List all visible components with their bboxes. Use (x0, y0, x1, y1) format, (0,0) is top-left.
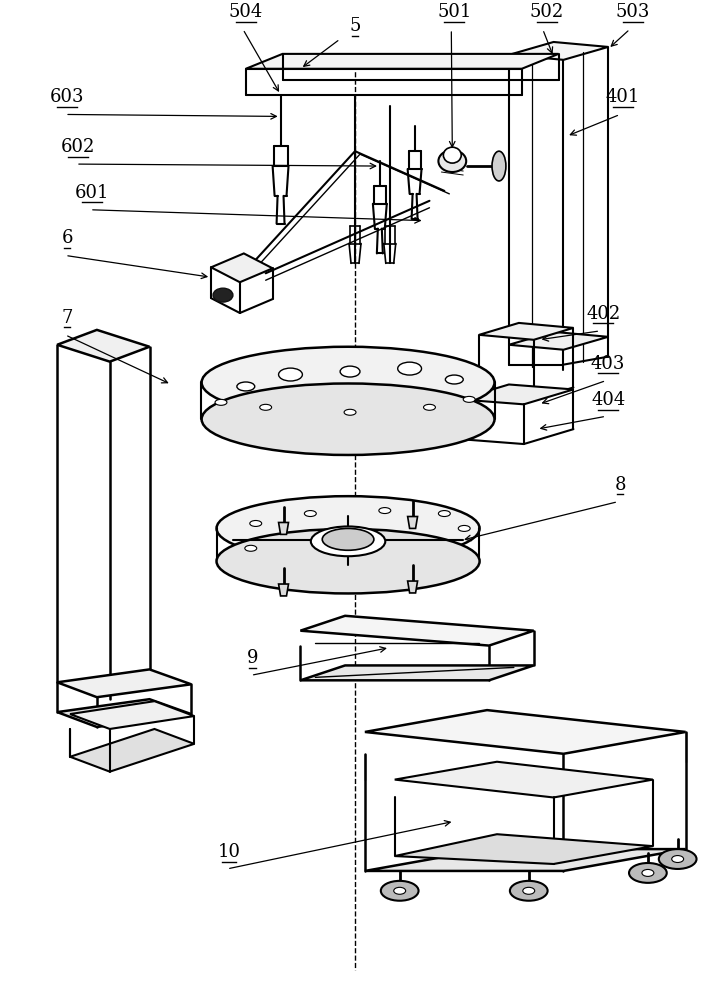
Ellipse shape (216, 529, 480, 593)
Text: 7: 7 (61, 309, 73, 327)
Polygon shape (278, 522, 288, 534)
Polygon shape (459, 384, 573, 404)
Ellipse shape (423, 404, 436, 410)
Polygon shape (509, 332, 608, 350)
Text: 402: 402 (586, 305, 620, 323)
Text: 9: 9 (247, 649, 258, 667)
Text: 601: 601 (75, 184, 109, 202)
Polygon shape (479, 323, 573, 340)
Ellipse shape (672, 856, 683, 862)
Ellipse shape (393, 887, 406, 894)
Text: 6: 6 (61, 229, 73, 247)
Ellipse shape (216, 496, 480, 561)
Text: 10: 10 (218, 843, 241, 861)
Text: 504: 504 (228, 3, 263, 21)
Polygon shape (301, 616, 533, 646)
Polygon shape (211, 253, 273, 282)
Polygon shape (278, 584, 288, 596)
Ellipse shape (438, 511, 451, 517)
Polygon shape (70, 729, 194, 772)
Ellipse shape (492, 151, 506, 181)
Ellipse shape (237, 382, 255, 391)
Ellipse shape (344, 409, 356, 415)
Ellipse shape (201, 383, 495, 455)
Ellipse shape (201, 347, 495, 418)
Ellipse shape (443, 147, 461, 163)
Text: 404: 404 (591, 391, 625, 409)
Polygon shape (301, 665, 533, 680)
Text: 502: 502 (530, 3, 564, 21)
Polygon shape (246, 54, 558, 69)
Ellipse shape (446, 375, 463, 384)
Ellipse shape (278, 368, 303, 381)
Ellipse shape (398, 362, 421, 375)
Text: 602: 602 (61, 138, 95, 156)
Ellipse shape (629, 863, 667, 883)
Ellipse shape (322, 528, 374, 550)
Polygon shape (57, 669, 191, 697)
Ellipse shape (438, 150, 466, 172)
Ellipse shape (213, 288, 233, 302)
Ellipse shape (215, 399, 227, 405)
Polygon shape (395, 834, 653, 864)
Ellipse shape (381, 881, 418, 901)
Polygon shape (70, 701, 194, 729)
Ellipse shape (510, 881, 548, 901)
Polygon shape (57, 699, 191, 727)
Polygon shape (365, 849, 685, 871)
Ellipse shape (659, 849, 697, 869)
Ellipse shape (523, 887, 535, 894)
Ellipse shape (245, 545, 257, 551)
Text: 603: 603 (50, 88, 84, 106)
Text: 401: 401 (606, 88, 640, 106)
Text: 8: 8 (614, 476, 626, 494)
Polygon shape (365, 710, 685, 754)
Text: 501: 501 (437, 3, 471, 21)
Ellipse shape (311, 526, 386, 556)
Text: 403: 403 (591, 355, 625, 373)
Ellipse shape (642, 869, 654, 876)
Ellipse shape (458, 525, 471, 531)
Ellipse shape (304, 511, 316, 517)
Ellipse shape (260, 404, 271, 410)
Ellipse shape (250, 520, 262, 526)
Polygon shape (509, 42, 608, 60)
Polygon shape (408, 581, 418, 593)
Polygon shape (408, 517, 418, 528)
Ellipse shape (463, 396, 475, 402)
Polygon shape (57, 330, 149, 362)
Text: 5: 5 (349, 17, 361, 35)
Ellipse shape (379, 508, 391, 514)
Ellipse shape (340, 366, 360, 377)
Polygon shape (395, 762, 653, 797)
Text: 503: 503 (615, 3, 650, 21)
